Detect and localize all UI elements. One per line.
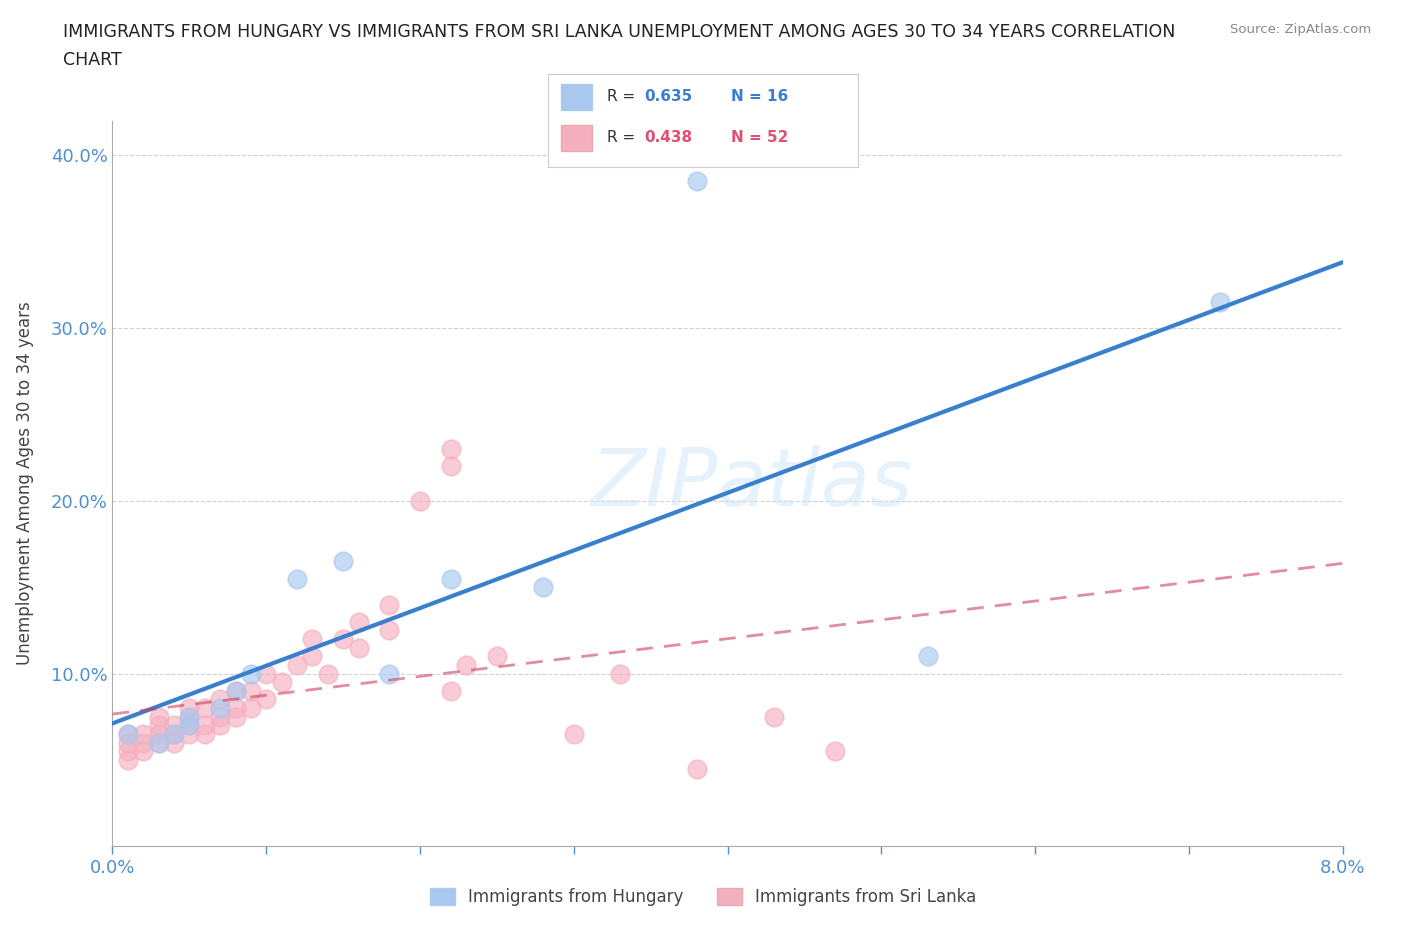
Point bbox=[163, 736, 186, 751]
Point bbox=[209, 700, 232, 715]
Point bbox=[179, 726, 201, 741]
Point bbox=[285, 658, 308, 672]
Text: Source: ZipAtlas.com: Source: ZipAtlas.com bbox=[1230, 23, 1371, 36]
Point bbox=[225, 700, 247, 715]
Point bbox=[194, 718, 217, 733]
Point bbox=[239, 666, 262, 681]
Point bbox=[378, 623, 401, 638]
Point bbox=[148, 718, 170, 733]
Point bbox=[440, 571, 463, 586]
Point bbox=[148, 726, 170, 741]
Point bbox=[609, 666, 631, 681]
Legend: Immigrants from Hungary, Immigrants from Sri Lanka: Immigrants from Hungary, Immigrants from… bbox=[423, 881, 983, 912]
Point bbox=[163, 718, 186, 733]
Point bbox=[117, 736, 139, 751]
Point bbox=[440, 442, 463, 457]
Point bbox=[562, 726, 585, 741]
Point bbox=[239, 684, 262, 698]
Point bbox=[209, 718, 232, 733]
Text: CHART: CHART bbox=[63, 51, 122, 69]
Point bbox=[225, 684, 247, 698]
Point bbox=[301, 631, 323, 646]
Text: N = 16: N = 16 bbox=[731, 89, 789, 104]
Point bbox=[378, 666, 401, 681]
Text: R =: R = bbox=[607, 130, 640, 145]
Point bbox=[686, 174, 709, 189]
Point bbox=[917, 649, 939, 664]
Point bbox=[254, 666, 277, 681]
Point bbox=[132, 736, 155, 751]
Point bbox=[179, 710, 201, 724]
Point bbox=[117, 726, 139, 741]
Point bbox=[179, 718, 201, 733]
Point bbox=[132, 726, 155, 741]
Point bbox=[132, 744, 155, 759]
FancyBboxPatch shape bbox=[561, 125, 592, 151]
Point bbox=[163, 726, 186, 741]
Point bbox=[332, 631, 354, 646]
Point bbox=[148, 736, 170, 751]
Point bbox=[440, 458, 463, 473]
Point bbox=[148, 736, 170, 751]
Point bbox=[179, 718, 201, 733]
Point bbox=[254, 692, 277, 707]
Point bbox=[117, 726, 139, 741]
Text: IMMIGRANTS FROM HUNGARY VS IMMIGRANTS FROM SRI LANKA UNEMPLOYMENT AMONG AGES 30 : IMMIGRANTS FROM HUNGARY VS IMMIGRANTS FR… bbox=[63, 23, 1175, 41]
Point bbox=[440, 684, 463, 698]
Point bbox=[163, 726, 186, 741]
Text: ZIPatlas: ZIPatlas bbox=[591, 445, 914, 523]
Point bbox=[531, 579, 554, 594]
Point bbox=[117, 752, 139, 767]
Y-axis label: Unemployment Among Ages 30 to 34 years: Unemployment Among Ages 30 to 34 years bbox=[15, 301, 34, 666]
Text: R =: R = bbox=[607, 89, 640, 104]
Point bbox=[347, 640, 370, 655]
Point bbox=[285, 571, 308, 586]
Point bbox=[686, 761, 709, 776]
Point bbox=[194, 700, 217, 715]
Point bbox=[194, 726, 217, 741]
Point bbox=[332, 554, 354, 569]
Text: 0.635: 0.635 bbox=[644, 89, 693, 104]
Point bbox=[762, 710, 785, 724]
Point bbox=[824, 744, 846, 759]
Point bbox=[117, 744, 139, 759]
Point bbox=[270, 675, 292, 690]
Point bbox=[409, 494, 432, 509]
Point bbox=[301, 649, 323, 664]
Text: N = 52: N = 52 bbox=[731, 130, 789, 145]
Text: 0.438: 0.438 bbox=[644, 130, 692, 145]
Point bbox=[209, 692, 232, 707]
Point bbox=[456, 658, 478, 672]
Point bbox=[209, 710, 232, 724]
Point bbox=[225, 710, 247, 724]
Point bbox=[148, 710, 170, 724]
Point bbox=[316, 666, 339, 681]
FancyBboxPatch shape bbox=[561, 84, 592, 110]
Point bbox=[378, 597, 401, 612]
Point bbox=[239, 700, 262, 715]
Point bbox=[179, 710, 201, 724]
Point bbox=[179, 700, 201, 715]
Point bbox=[485, 649, 508, 664]
Point bbox=[1208, 295, 1232, 310]
Point bbox=[225, 684, 247, 698]
Point bbox=[347, 615, 370, 630]
